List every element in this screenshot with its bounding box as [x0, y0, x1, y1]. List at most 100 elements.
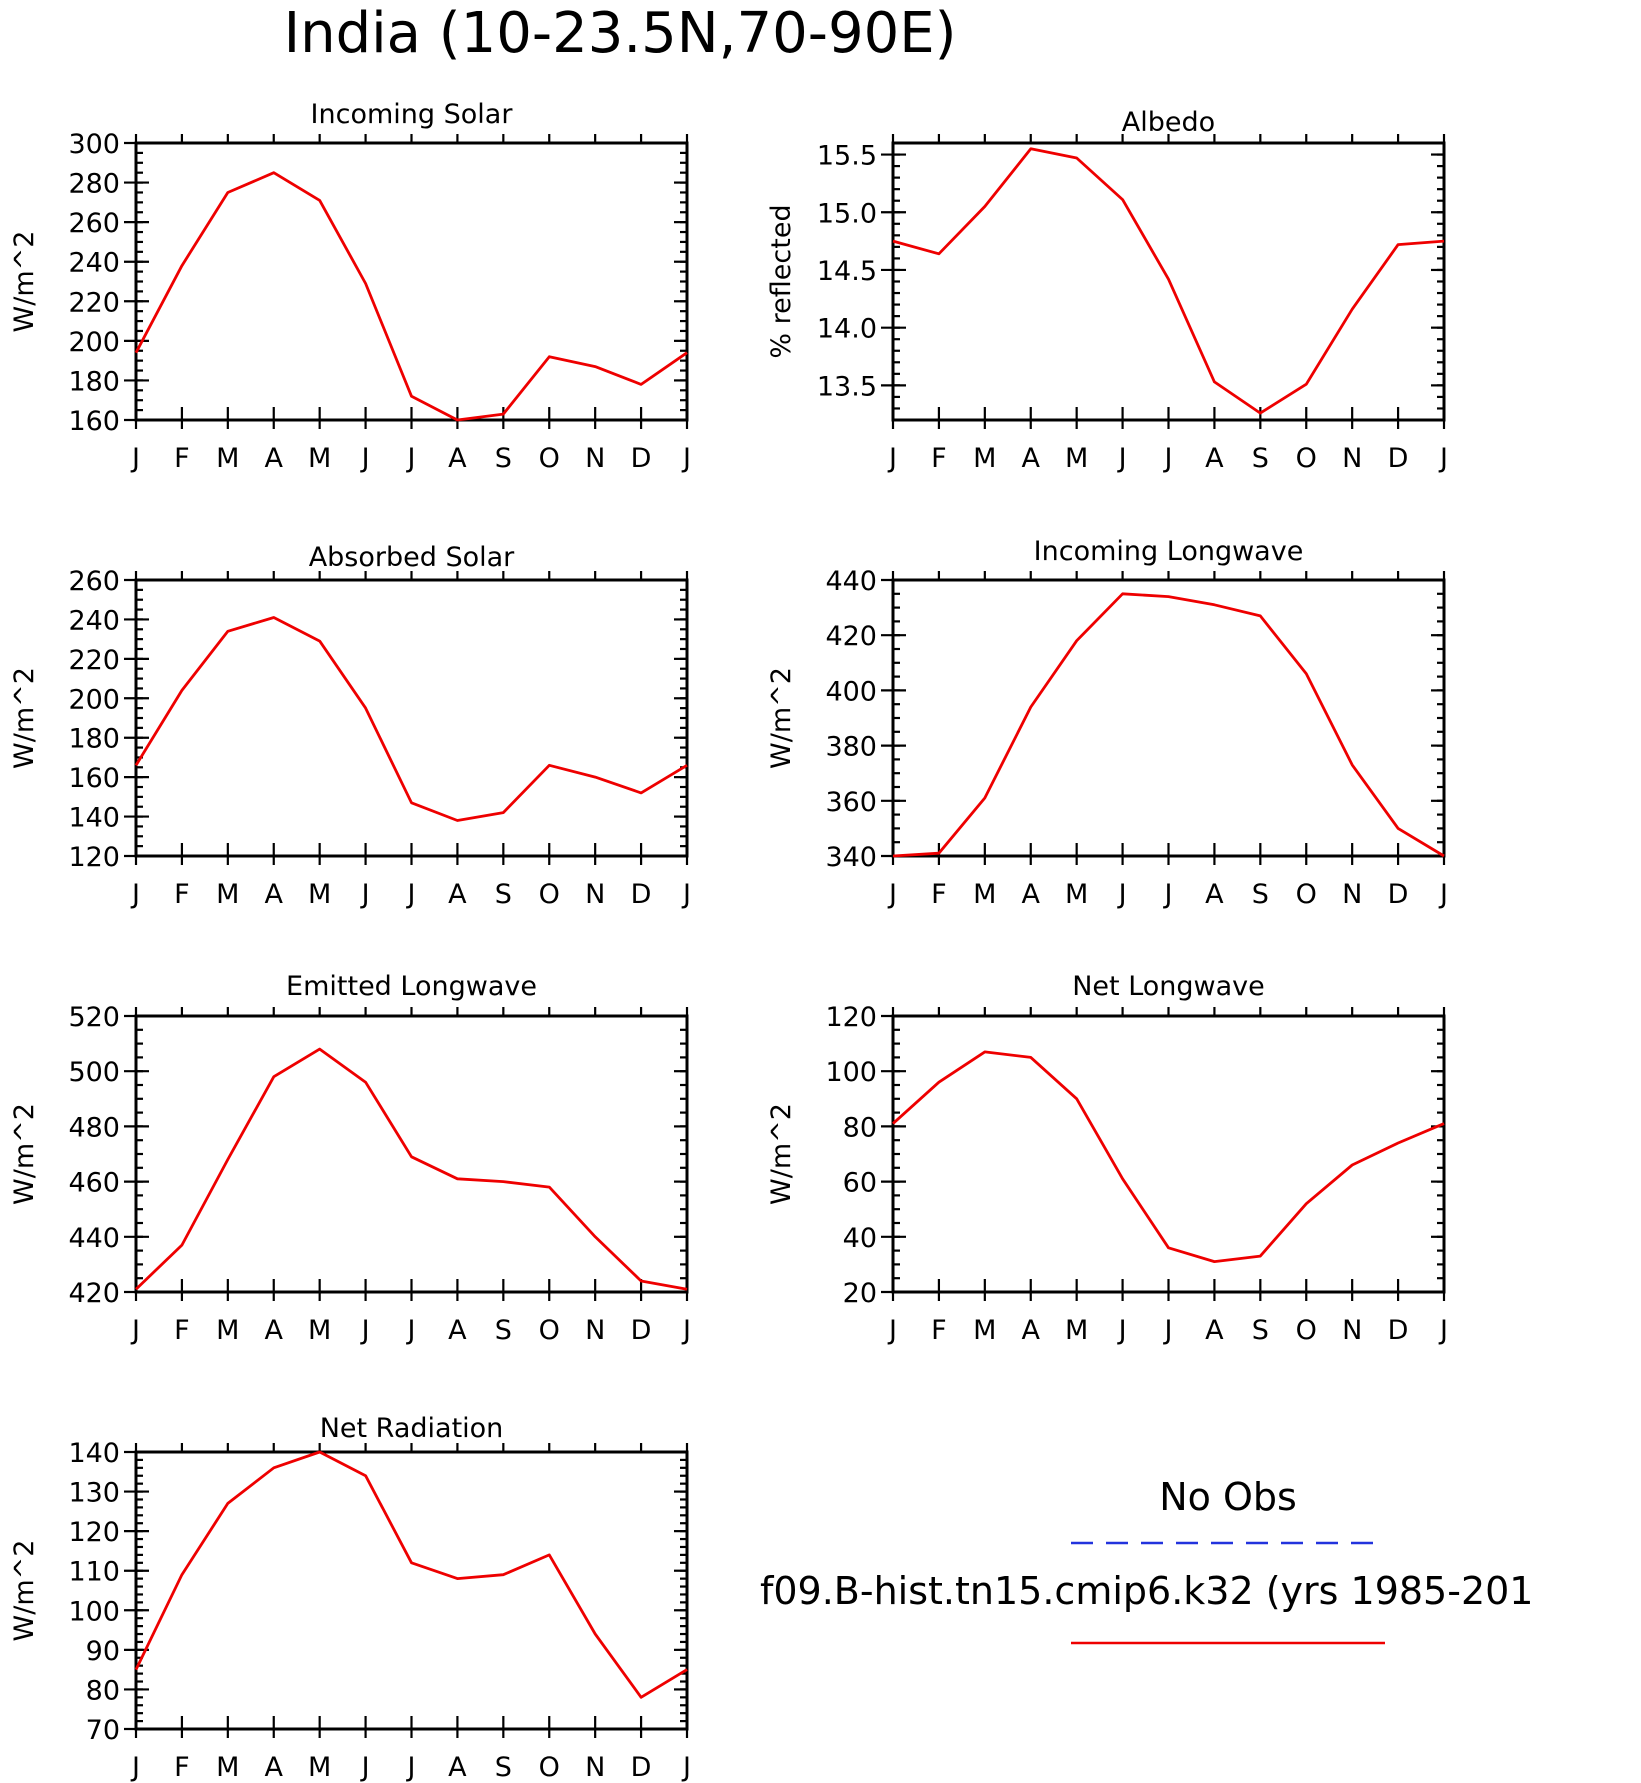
panel-title-albedo: Albedo — [1122, 107, 1215, 138]
x-tick-label: A — [265, 1752, 284, 1783]
y-tick-label: 13.5 — [817, 371, 877, 402]
y-tick-label: 100 — [68, 1596, 120, 1627]
y-axis-title-albedo: % reflected — [766, 204, 797, 358]
y-tick-label: 220 — [68, 645, 120, 676]
x-tick-label: A — [1205, 443, 1224, 474]
y-tick-label: 260 — [68, 566, 120, 597]
y-tick-label: 140 — [68, 1438, 120, 1469]
y-tick-label: 480 — [68, 1112, 120, 1143]
y-tick-label: 280 — [68, 169, 120, 200]
series-line-net-longwave — [892, 1050, 1445, 1263]
x-tick-label: D — [1388, 443, 1409, 474]
x-tick-label: J — [130, 879, 140, 910]
x-tick-label: F — [174, 443, 190, 474]
x-tick-label: M — [216, 443, 239, 474]
x-tick-label: A — [1022, 443, 1041, 474]
x-tick-label: M — [216, 1315, 239, 1346]
series-line-absorbed-solar — [134, 616, 688, 822]
x-tick-label: J — [681, 443, 691, 474]
panel-title-net-radiation: Net Radiation — [320, 1413, 504, 1444]
y-tick-label: 380 — [825, 732, 877, 763]
y-tick-label: 500 — [68, 1057, 120, 1088]
x-tick-label: O — [539, 879, 560, 910]
y-tick-label: 520 — [68, 1002, 120, 1033]
x-tick-label: D — [1388, 879, 1409, 910]
x-tick-label: M — [973, 879, 996, 910]
y-axis-title-absorbed-solar: W/m^2 — [9, 667, 40, 769]
y-tick-label: 260 — [68, 208, 120, 239]
y-tick-label: 160 — [68, 763, 120, 794]
x-tick-label: M — [308, 1752, 331, 1783]
x-tick-label: S — [495, 879, 512, 910]
y-tick-label: 110 — [68, 1557, 120, 1588]
y-tick-label: 160 — [68, 406, 120, 437]
x-tick-label: M — [308, 879, 331, 910]
plot-frame-incoming-longwave — [891, 578, 1446, 858]
x-tick-label: M — [973, 443, 996, 474]
x-tick-label: J — [681, 879, 691, 910]
x-tick-label: J — [406, 1752, 416, 1783]
x-tick-label: O — [539, 1752, 560, 1783]
x-tick-label: S — [495, 1752, 512, 1783]
x-tick-label: A — [1205, 1315, 1224, 1346]
x-tick-label: A — [265, 443, 284, 474]
x-tick-label: J — [1163, 879, 1173, 910]
x-tick-label: A — [448, 1315, 467, 1346]
y-tick-label: 130 — [68, 1478, 120, 1509]
x-tick-label: J — [406, 1315, 416, 1346]
x-tick-label: S — [1252, 879, 1269, 910]
x-tick-label: D — [1388, 1315, 1409, 1346]
y-tick-label: 180 — [68, 724, 120, 755]
x-tick-label: F — [931, 443, 947, 474]
x-tick-label: A — [265, 1315, 284, 1346]
x-tick-label: A — [265, 879, 284, 910]
panels: Incoming Solar 160 180 200 220 240 260 280 300 J F… — [9, 99, 1448, 1783]
y-tick-label: 14.0 — [817, 314, 877, 345]
y-tick-label: 20 — [843, 1278, 877, 1309]
x-tick-label: N — [585, 443, 605, 474]
x-tick-label: J — [130, 1752, 140, 1783]
y-tick-label: 220 — [68, 287, 120, 318]
figure-title: India (10-23.5N,70-90E) — [284, 1, 957, 66]
y-tick-label: 120 — [68, 1517, 120, 1548]
x-tick-label: O — [539, 1315, 560, 1346]
x-tick-label: J — [887, 443, 897, 474]
x-tick-label: D — [631, 443, 652, 474]
x-tick-label: J — [1117, 879, 1127, 910]
x-tick-label: J — [130, 1315, 140, 1346]
x-tick-label: J — [1438, 1315, 1448, 1346]
x-tick-label: J — [887, 879, 897, 910]
series-line-emitted-longwave — [135, 1047, 688, 1291]
x-tick-label: M — [1065, 1315, 1088, 1346]
y-tick-label: 460 — [68, 1168, 120, 1199]
x-tick-label: F — [174, 1752, 190, 1783]
y-tick-label: 40 — [843, 1223, 877, 1254]
x-tick-label: N — [1342, 1315, 1362, 1346]
x-tick-label: N — [1342, 443, 1362, 474]
x-tick-label: D — [631, 1752, 652, 1783]
panel-incoming-solar: Incoming Solar 160 180 200 220 240 260 280 300 J F… — [9, 99, 691, 474]
y-tick-label: 400 — [825, 676, 877, 707]
x-tick-label: A — [448, 443, 467, 474]
x-tick-label: F — [931, 1315, 947, 1346]
panel-title-incoming-longwave: Incoming Longwave — [1034, 536, 1304, 567]
y-tick-label: 90 — [86, 1636, 120, 1667]
x-tick-label: M — [308, 443, 331, 474]
x-tick-label: J — [887, 1315, 897, 1346]
x-tick-label: J — [360, 1315, 370, 1346]
x-tick-label: N — [585, 1315, 605, 1346]
x-tick-label: F — [174, 1315, 190, 1346]
x-tick-label: M — [973, 1315, 996, 1346]
x-tick-label: A — [1205, 879, 1224, 910]
y-tick-label: 440 — [68, 1223, 120, 1254]
x-tick-label: F — [931, 879, 947, 910]
y-tick-label: 420 — [825, 621, 877, 652]
panel-title-incoming-solar: Incoming Solar — [311, 99, 514, 130]
series-line-incoming-solar — [134, 171, 688, 422]
series-line-net-radiation — [134, 1450, 688, 1699]
legend: No Obs f09.B-hist.tn15.cmip6.k32 (yrs 19… — [760, 1475, 1533, 1645]
